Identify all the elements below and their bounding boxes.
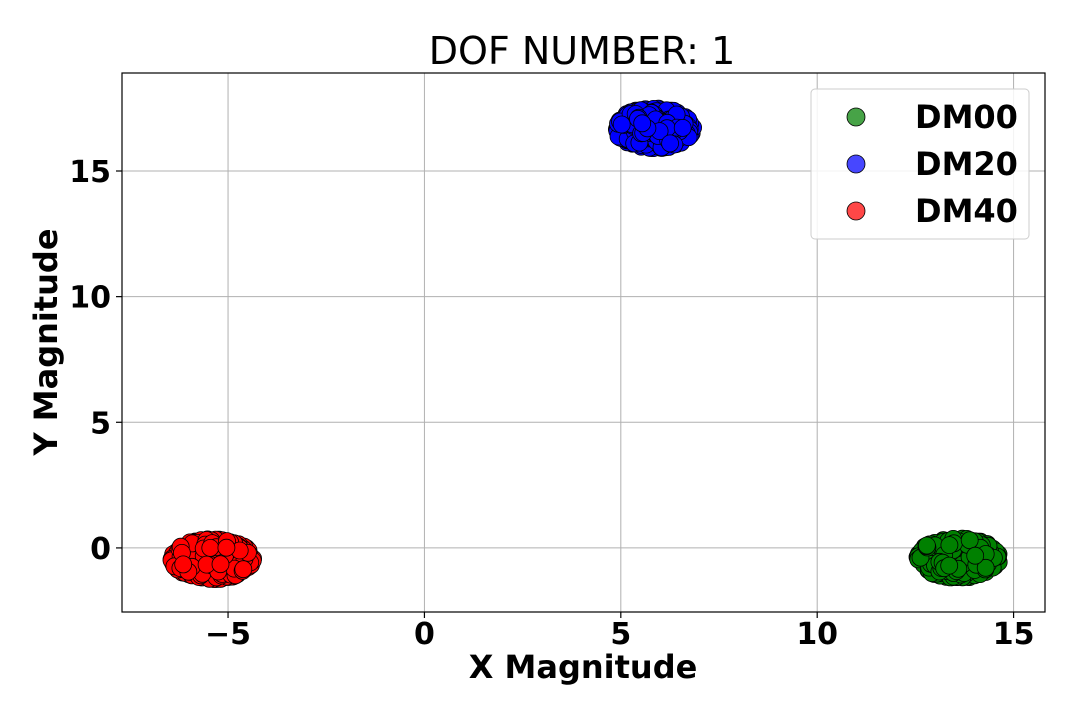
legend-marker [846,107,866,127]
legend-marker [846,154,866,174]
y-tick-label: 0 [90,532,111,567]
series-dm20 [608,99,702,158]
y-tick-label: 15 [69,155,111,190]
data-point [234,560,253,579]
data-point [211,555,230,574]
x-tick-label: 10 [796,617,838,652]
data-point [633,114,652,133]
data-point [976,558,995,577]
chart-title: DOF NUMBER: 1 [429,29,736,73]
data-point [201,539,220,557]
x-tick-label: 15 [993,617,1035,652]
y-axis-label: Y Magnitude [27,228,65,456]
x-tick-label: −5 [205,617,251,652]
data-point [673,119,692,137]
data-point [960,531,979,550]
data-point [612,115,631,134]
data-point [940,556,959,575]
legend-marker [846,201,866,221]
data-point [940,536,959,554]
tick-marks [116,170,1015,618]
y-tick-label: 10 [69,281,111,316]
series-dm00 [908,529,1008,587]
data-point [918,536,936,555]
legend-label: DM00 [915,98,1018,136]
legend-label: DM40 [915,192,1018,230]
plot-frame [121,72,1046,613]
x-axis-label: X Magnitude [469,648,698,686]
tick-labels: −5 0 5 10 15 0 5 10 15 [69,155,1034,652]
legend: DM00 DM20 DM40 [810,88,1030,240]
series-dm40 [162,530,263,588]
data-points [162,99,1008,588]
legend-box [810,88,1030,240]
data-point [174,555,193,574]
x-tick-label: 5 [610,617,631,652]
data-point [966,546,985,565]
data-point [217,538,236,557]
y-tick-label: 5 [90,406,111,441]
data-point [661,134,679,153]
x-tick-label: 0 [414,617,435,652]
legend-label: DM20 [915,145,1018,183]
